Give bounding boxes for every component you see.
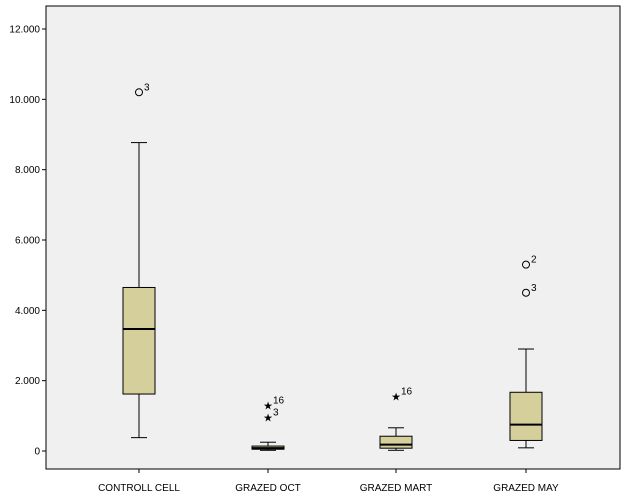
y-tick-label: 6.000 bbox=[15, 236, 40, 247]
outlier-label: 3 bbox=[144, 82, 150, 93]
outlier-circle bbox=[522, 260, 530, 269]
outlier-star: ★ bbox=[263, 413, 273, 425]
box-group: 23 bbox=[509, 255, 543, 449]
box-group: ★ 16★ 3 bbox=[251, 395, 285, 451]
outlier-label: 16 bbox=[401, 386, 413, 397]
x-category-label: GRAZED OCT bbox=[235, 483, 301, 494]
y-axis: 0 2.000 4.000 6.000 8.000 10.000 12.000 bbox=[9, 25, 46, 458]
outlier-circle bbox=[135, 88, 143, 97]
x-axis: CONTROLL CELL GRAZED OCT GRAZED MART GRAZED… bbox=[98, 469, 559, 494]
y-tick-label: 10.000 bbox=[9, 95, 40, 106]
outlier-label: 3 bbox=[273, 408, 279, 419]
outlier-star: ★ bbox=[263, 400, 273, 412]
y-tick-label: 2.000 bbox=[15, 376, 40, 387]
box bbox=[509, 391, 543, 441]
outlier-star: ★ bbox=[391, 391, 401, 403]
y-tick-label: 0 bbox=[34, 447, 40, 458]
box bbox=[379, 435, 413, 449]
outlier-label: 16 bbox=[273, 395, 285, 406]
x-category-label: CONTROLL CELL bbox=[98, 483, 180, 494]
box-group: 3 bbox=[122, 82, 156, 439]
x-category-label: GRAZED MART bbox=[360, 483, 433, 494]
y-tick-label: 8.000 bbox=[15, 165, 40, 176]
y-tick-label: 4.000 bbox=[15, 306, 40, 317]
y-tick-label: 12.000 bbox=[9, 25, 40, 36]
outlier-label: 2 bbox=[531, 255, 537, 266]
outlier-circle bbox=[522, 288, 530, 297]
box bbox=[122, 286, 156, 395]
box-group: ★ 16 bbox=[379, 386, 413, 451]
outlier-label: 3 bbox=[531, 283, 537, 294]
x-category-label: GRAZED MAY bbox=[493, 483, 559, 494]
